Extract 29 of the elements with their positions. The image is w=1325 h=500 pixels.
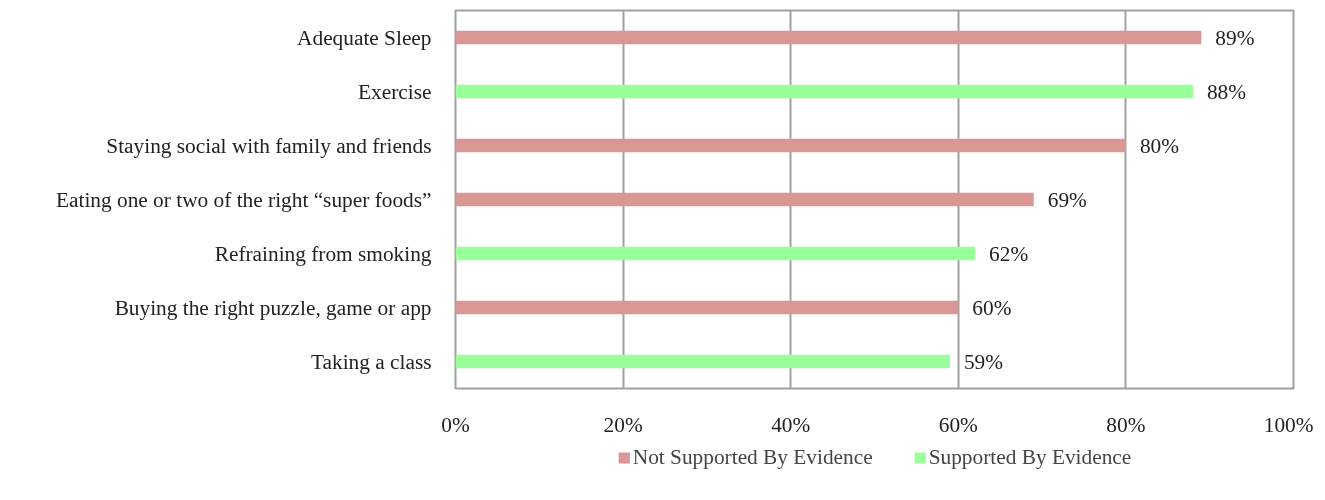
bar: [455, 30, 1202, 45]
x-tick-label: 60%: [938, 412, 979, 437]
data-label: 60%: [972, 295, 1012, 320]
y-tick-label: Adequate Sleep: [297, 25, 432, 50]
legend-label: Supported By Evidence: [928, 444, 1132, 470]
legend-label: Not Supported By Evidence: [632, 444, 873, 470]
y-tick-label: Staying social with family and friends: [106, 133, 432, 158]
bar: [455, 192, 1034, 207]
bar: [455, 246, 976, 261]
y-tick-label: Taking a class: [310, 349, 432, 374]
x-tick-label: 20%: [603, 412, 643, 437]
data-label: 88%: [1206, 79, 1247, 104]
x-tick-label: 40%: [771, 412, 811, 437]
bar: [455, 138, 1126, 153]
y-tick-label: Eating one or two of the right “super foods”: [55, 187, 432, 212]
data-label: 69%: [1047, 187, 1088, 212]
x-tick-label: 100%: [1263, 412, 1314, 437]
x-tick-label: 0%: [441, 412, 470, 437]
data-label: 80%: [1139, 133, 1180, 158]
y-tick-label: Buying the right puzzle, game or app: [114, 295, 432, 320]
data-label: 62%: [989, 241, 1029, 266]
bar: [455, 84, 1193, 99]
bar: [455, 354, 950, 369]
data-label: 89%: [1215, 25, 1255, 50]
y-tick-label: Refraining from smoking: [214, 241, 432, 266]
data-label: 59%: [963, 349, 1004, 374]
x-tick-label: 80%: [1106, 412, 1146, 437]
bar: [455, 300, 959, 315]
y-tick-label: Exercise: [358, 79, 432, 104]
